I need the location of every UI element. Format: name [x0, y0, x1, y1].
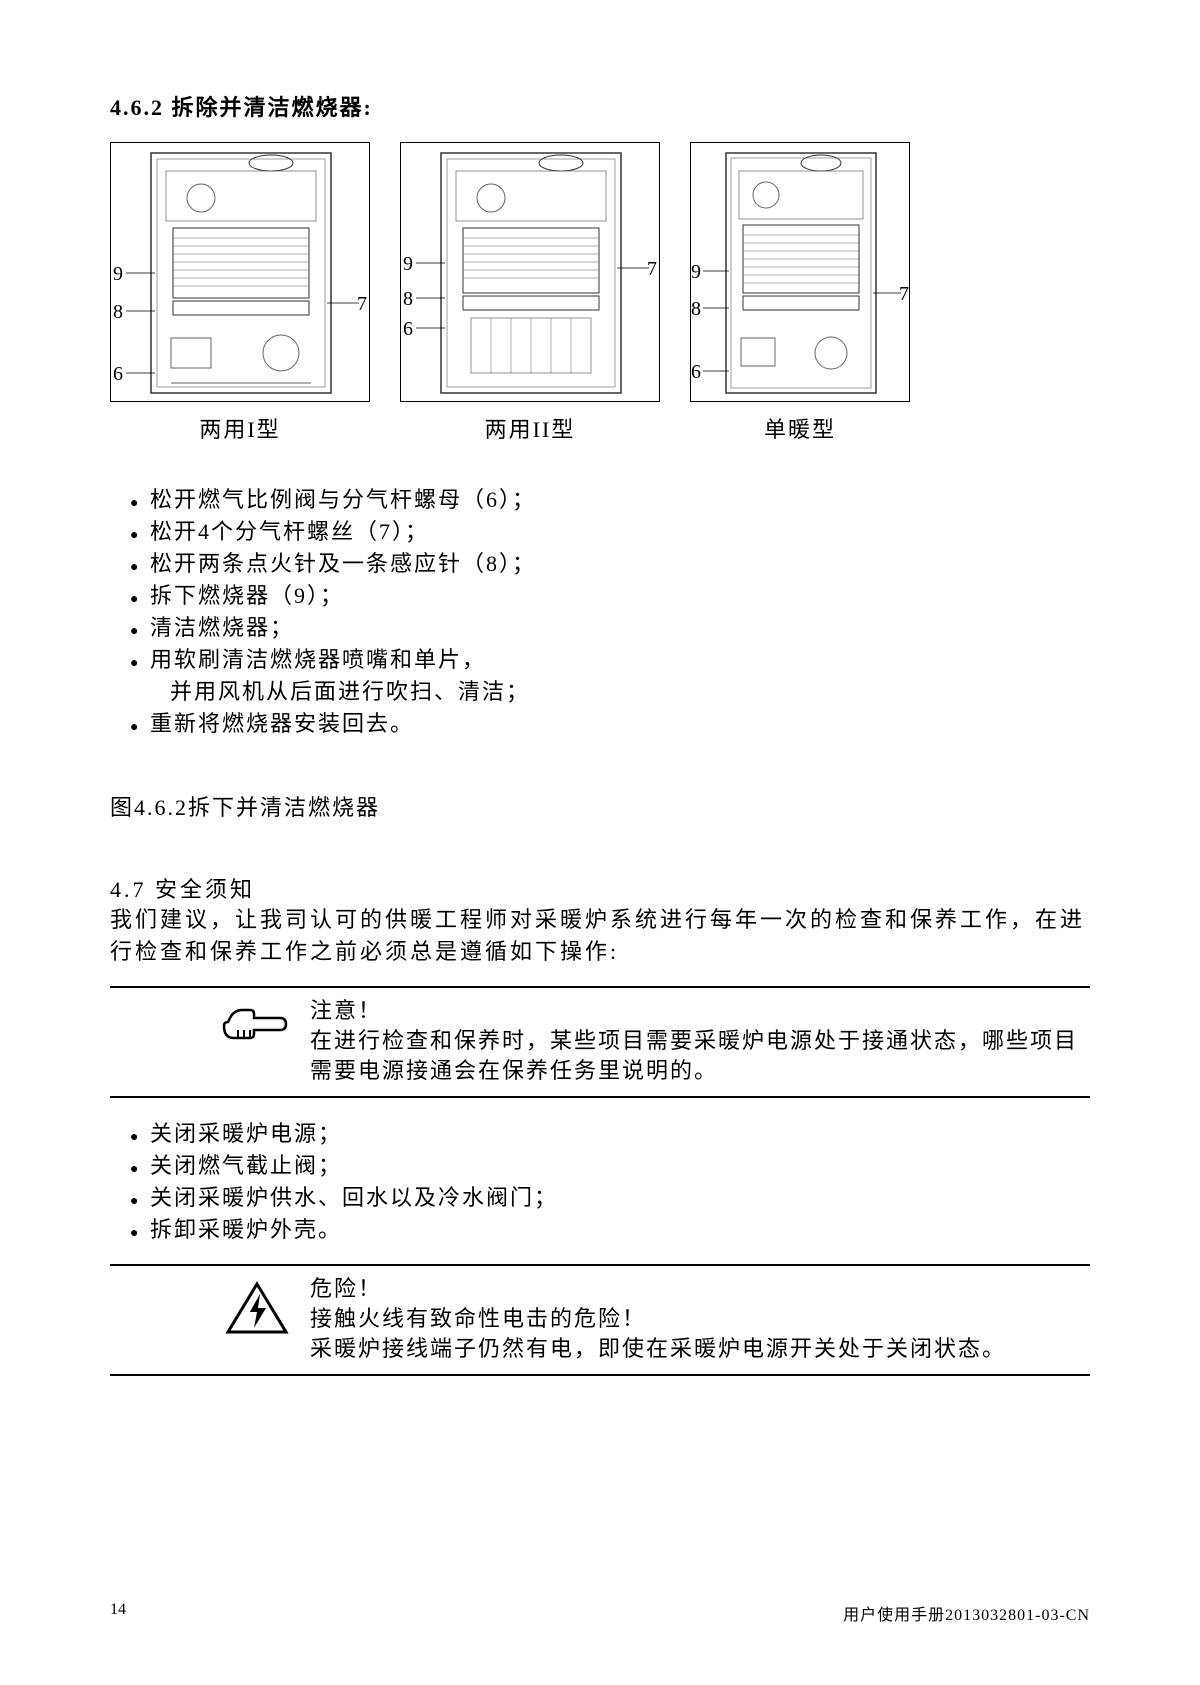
diagram-cell-3: 9 8 6 7 单暖型	[690, 142, 910, 444]
bullet-item: 用软刷清洁燃烧器喷嘴和单片，	[130, 644, 1090, 676]
bullet-item: 重新将燃烧器安装回去。	[130, 708, 1090, 740]
bullet-continuation: 并用风机从后面进行吹扫、清洁；	[130, 676, 1090, 708]
diagram-box-3: 9 8 6 7	[690, 142, 910, 402]
document-id: 用户使用手册2013032801-03-CN	[843, 1601, 1090, 1625]
diagram-cell-1: 9 8 6 7 两用I型	[110, 142, 370, 444]
callout-7: 7	[357, 293, 367, 316]
notice-rule-bottom	[110, 1374, 1090, 1376]
callout-6: 6	[403, 318, 413, 341]
page-number: 14	[110, 1601, 126, 1625]
section-462-title: 4.6.2 拆除并清洁燃烧器:	[110, 90, 1090, 122]
bullet-item: 关闭采暖炉供水、回水以及冷水阀门；	[130, 1182, 1090, 1214]
notice-heading: 危险！	[310, 1274, 1090, 1304]
diagram-box-2: 9 8 6 7	[400, 142, 660, 402]
boiler-diagram-1	[111, 143, 371, 403]
callout-8: 8	[403, 288, 413, 311]
electric-warning-icon	[110, 1274, 310, 1338]
notice-rule-bottom	[110, 1096, 1090, 1098]
callout-8: 8	[691, 298, 701, 321]
bullet-item: 松开4个分气杆螺丝（7）；	[130, 516, 1090, 548]
diagrams-row: 9 8 6 7 两用I型	[110, 142, 1090, 444]
bullet-item: 拆卸采暖炉外壳。	[130, 1214, 1090, 1246]
notice-body: 在进行检查和保养时，某些项目需要采暖炉电源处于接通状态，哪些项目需要电源接通会在…	[310, 1026, 1090, 1086]
figure-label-462: 图4.6.2拆下并清洁燃烧器	[110, 790, 1090, 822]
boiler-diagram-3	[691, 143, 911, 403]
diagram-caption-1: 两用I型	[199, 412, 280, 444]
callout-7: 7	[647, 258, 657, 281]
bullets-462: 松开燃气比例阀与分气杆螺母（6）； 松开4个分气杆螺丝（7）； 松开两条点火针及…	[130, 484, 1090, 740]
page-footer: 14 用户使用手册2013032801-03-CN	[110, 1601, 1090, 1625]
notice-body: 接触火线有致命性电击的危险！ 采暖炉接线端子仍然有电，即使在采暖炉电源开关处于关…	[310, 1304, 1090, 1364]
notice-attention: 注意！ 在进行检查和保养时，某些项目需要采暖炉电源处于接通状态，哪些项目需要电源…	[110, 986, 1090, 1098]
bullet-item: 关闭采暖炉电源；	[130, 1118, 1090, 1150]
bullets-47: 关闭采暖炉电源； 关闭燃气截止阀； 关闭采暖炉供水、回水以及冷水阀门； 拆卸采暖…	[130, 1118, 1090, 1246]
pointing-hand-icon	[110, 996, 310, 1046]
callout-6: 6	[113, 363, 123, 386]
callout-8: 8	[113, 301, 123, 324]
diagram-caption-3: 单暖型	[764, 412, 836, 444]
diagram-caption-2: 两用II型	[485, 412, 576, 444]
callout-7: 7	[899, 283, 909, 306]
diagram-cell-2: 9 8 6 7 两用II型	[400, 142, 660, 444]
notice-heading: 注意！	[310, 996, 1090, 1026]
callout-6: 6	[691, 361, 701, 384]
bullet-item: 拆下燃烧器（9）；	[130, 580, 1090, 612]
callout-9: 9	[113, 263, 123, 286]
boiler-diagram-2	[401, 143, 661, 403]
callout-9: 9	[691, 261, 701, 284]
diagram-box-1: 9 8 6 7	[110, 142, 370, 402]
notice-danger: 危险！ 接触火线有致命性电击的危险！ 采暖炉接线端子仍然有电，即使在采暖炉电源开…	[110, 1264, 1090, 1376]
bullet-item: 关闭燃气截止阀；	[130, 1150, 1090, 1182]
bullet-item: 清洁燃烧器；	[130, 612, 1090, 644]
bullet-item: 松开两条点火针及一条感应针（8）；	[130, 548, 1090, 580]
section-47-body: 我们建议，让我司认可的供暖工程师对采暖炉系统进行每年一次的检查和保养工作，在进行…	[110, 904, 1090, 968]
callout-9: 9	[403, 253, 413, 276]
bullet-item: 松开燃气比例阀与分气杆螺母（6）；	[130, 484, 1090, 516]
section-47-title: 4.7 安全须知	[110, 872, 1090, 904]
